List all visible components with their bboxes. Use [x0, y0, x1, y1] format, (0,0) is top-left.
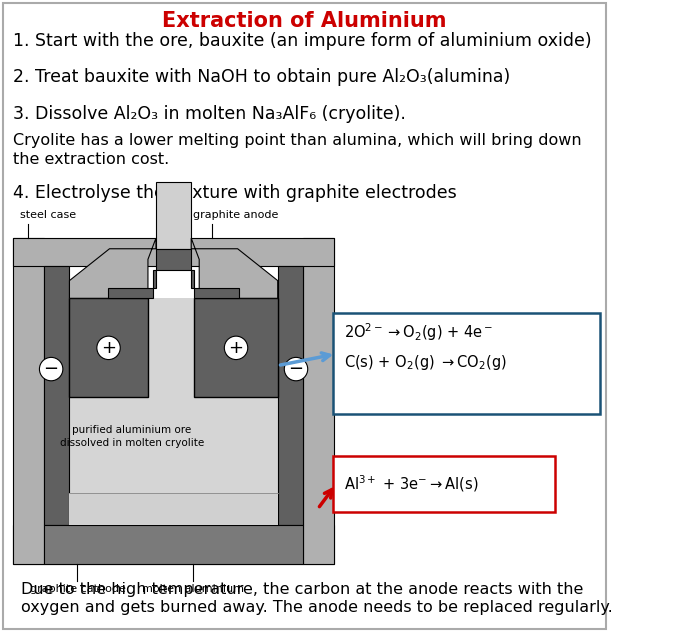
- Polygon shape: [69, 298, 148, 398]
- Polygon shape: [278, 267, 304, 525]
- Polygon shape: [191, 238, 278, 298]
- Text: +: +: [229, 339, 244, 357]
- Text: the extraction cost.: the extraction cost.: [14, 152, 170, 167]
- Text: Due to the high temperature, the carbon at the anode reacts with the: Due to the high temperature, the carbon …: [21, 581, 584, 597]
- Text: oxygen and gets burned away. The anode needs to be replaced regularly.: oxygen and gets burned away. The anode n…: [21, 600, 613, 616]
- Polygon shape: [69, 238, 156, 298]
- Text: Cryolite has a lower melting point than alumina, which will bring down: Cryolite has a lower melting point than …: [14, 133, 582, 148]
- Text: C(s) + O$_2$(g) $\rightarrow$CO$_2$(g): C(s) + O$_2$(g) $\rightarrow$CO$_2$(g): [344, 353, 507, 372]
- Text: graphite cathode: graphite cathode: [30, 583, 126, 593]
- Polygon shape: [108, 249, 239, 298]
- Polygon shape: [156, 181, 191, 249]
- Polygon shape: [194, 298, 278, 398]
- Text: +: +: [101, 339, 116, 357]
- Text: Extraction of Aluminium: Extraction of Aluminium: [162, 11, 447, 31]
- Polygon shape: [69, 493, 278, 525]
- Polygon shape: [14, 238, 44, 564]
- Polygon shape: [44, 267, 69, 525]
- Polygon shape: [14, 238, 334, 267]
- Polygon shape: [44, 525, 304, 564]
- FancyBboxPatch shape: [333, 313, 600, 414]
- Polygon shape: [14, 525, 334, 564]
- Text: graphite anode: graphite anode: [193, 210, 278, 221]
- FancyBboxPatch shape: [3, 3, 606, 629]
- Text: 4. Electrolyse the mixture with graphite electrodes: 4. Electrolyse the mixture with graphite…: [14, 184, 457, 202]
- Text: −: −: [43, 360, 58, 378]
- FancyBboxPatch shape: [333, 456, 556, 512]
- Polygon shape: [69, 298, 278, 525]
- Text: steel case: steel case: [20, 210, 76, 221]
- Text: −: −: [289, 360, 304, 378]
- Text: 2O$^{2-}$$\rightarrow$O$_2$(g) + 4e$^-$: 2O$^{2-}$$\rightarrow$O$_2$(g) + 4e$^-$: [344, 322, 493, 343]
- Polygon shape: [304, 238, 334, 564]
- Text: Al$^{3+}$ + 3e$^{-}$$\rightarrow$Al(s): Al$^{3+}$ + 3e$^{-}$$\rightarrow$Al(s): [344, 474, 479, 494]
- Text: purified aluminium ore
dissolved in molten cryolite: purified aluminium ore dissolved in molt…: [60, 425, 204, 448]
- Text: 1. Start with the ore, bauxite (an impure form of aluminium oxide): 1. Start with the ore, bauxite (an impur…: [14, 32, 592, 50]
- Text: 2. Treat bauxite with NaOH to obtain pure Al₂O₃(alumina): 2. Treat bauxite with NaOH to obtain pur…: [14, 68, 510, 86]
- Text: 3. Dissolve Al₂O₃ in molten Na₃AlF₆ (cryolite).: 3. Dissolve Al₂O₃ in molten Na₃AlF₆ (cry…: [14, 105, 406, 123]
- Text: molten aluminium: molten aluminium: [142, 583, 244, 593]
